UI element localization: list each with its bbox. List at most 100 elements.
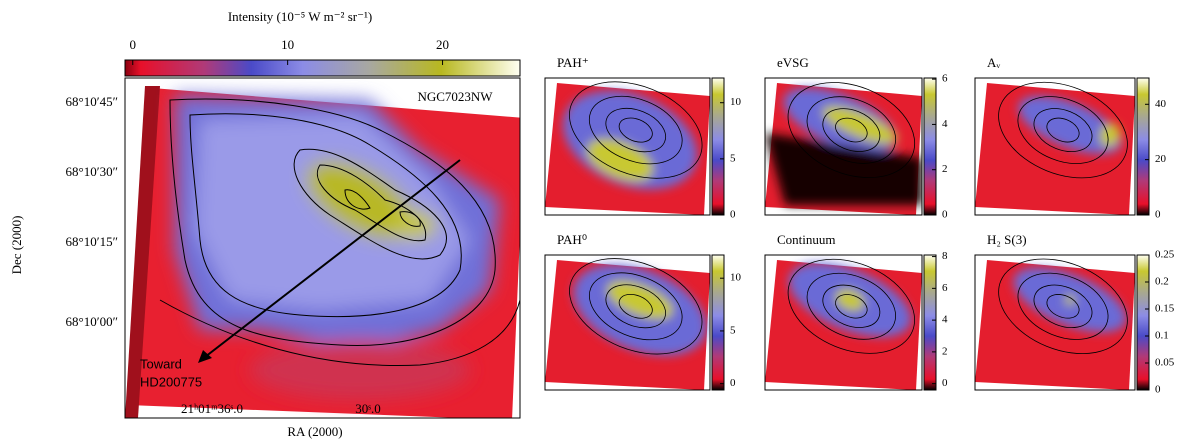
contour (588, 95, 683, 165)
colorbar-tick-label: 0 (942, 209, 948, 221)
colorbar-tick-label: 0.25 (1155, 249, 1175, 261)
colorbar-tick-label: 0.15 (1155, 303, 1175, 315)
arrow (204, 159, 461, 358)
panel-frame (974, 254, 1136, 391)
contour (806, 272, 897, 340)
contour (835, 117, 868, 143)
y-tick-label: 68°10′00″ (66, 314, 118, 329)
contours (998, 258, 1128, 355)
colorbar-label: Intensity (10⁻⁵ W m⁻² sr⁻¹) (228, 9, 372, 24)
panel-title: PAH⁺ (557, 55, 589, 70)
panel-frame (764, 254, 923, 391)
contours (787, 258, 915, 354)
colorbar-tick-label: 0 (1155, 384, 1161, 396)
colorbar-tick-label: 0.1 (1155, 330, 1169, 342)
panel-frame (544, 254, 711, 391)
contour (787, 258, 915, 354)
colorbar-tick-label: 2 (942, 345, 948, 357)
contour (569, 258, 703, 355)
blob (1099, 123, 1121, 147)
contours (569, 258, 703, 355)
panel-title: PAH⁰ (557, 232, 587, 247)
colorbar-tick-label: 6 (942, 282, 948, 294)
panels: PAH⁺0510eVSG0246Aᵥ02040PAH⁰0510Continuum… (544, 55, 1175, 396)
colorbar-tick-label: 0.05 (1155, 357, 1175, 369)
colorbar-tick-label: 2 (942, 163, 948, 175)
contour (605, 107, 666, 153)
contour (998, 258, 1128, 355)
panel-map (545, 78, 710, 215)
colorbar-tick-label: 6 (942, 73, 948, 85)
colorbar (124, 59, 521, 77)
contour (822, 284, 881, 328)
panel-title: H₂ S(3) (987, 232, 1027, 247)
panel-title: Continuum (777, 232, 836, 247)
annotation: NGC7023NW (417, 89, 493, 104)
contour (822, 108, 881, 152)
contour (569, 81, 703, 179)
panel-map (975, 78, 1135, 215)
colorbar (923, 77, 937, 216)
contour (1033, 108, 1093, 152)
map-blobs (1013, 267, 1127, 333)
contour (1017, 96, 1109, 164)
colorbar-tick-label: 10 (730, 272, 742, 284)
contour (1033, 284, 1093, 328)
arrow-label: HD200775 (140, 374, 202, 389)
colorbar (711, 254, 725, 391)
blob (822, 106, 898, 144)
main-frame (124, 77, 521, 419)
colorbar (1136, 254, 1150, 391)
blob (607, 280, 673, 320)
panel-map (765, 78, 922, 215)
colorbar (1136, 77, 1150, 216)
colorbar-tick-label: 40 (1155, 98, 1167, 110)
colorbar-tick-label: 5 (730, 152, 736, 164)
contour (835, 294, 868, 319)
colorbar-tick-label: 0.2 (1155, 276, 1169, 288)
colorbar-tick-label: 20 (1155, 153, 1167, 165)
colorbar-tick-label: 10 (730, 96, 742, 108)
contour (787, 82, 916, 179)
colorbar-tick-label: 0 (942, 377, 948, 389)
contour (588, 272, 683, 341)
contour (1046, 117, 1080, 143)
colorbar (923, 254, 937, 391)
contour (1017, 272, 1109, 340)
colorbar-tick-label: 4 (942, 314, 948, 326)
contour (605, 284, 666, 329)
contours (998, 81, 1128, 179)
panel-map (545, 255, 710, 390)
x-tick-label: 21ʰ01ᵐ36ˢ.0 (181, 401, 243, 416)
contour (618, 293, 653, 319)
main-map (125, 78, 520, 418)
colorbar-tick-label: 20 (436, 37, 449, 52)
y-tick-label: 68°10′30″ (66, 164, 118, 179)
colorbar-tick-label: 0 (129, 37, 136, 52)
y-axis-label: Dec (2000) (9, 216, 24, 275)
colorbar-tick-label: 0 (730, 377, 736, 389)
y-tick-label: 68°10′45″ (66, 94, 118, 109)
contours (787, 82, 916, 179)
x-axis-label: RA (2000) (287, 424, 342, 439)
colorbar-tick-label: 5 (730, 324, 736, 336)
colorbar-tick-label: 10 (281, 37, 294, 52)
colorbar-tick-label: 4 (942, 118, 948, 130)
map-blobs (573, 264, 707, 356)
arrow-label: Toward (140, 356, 182, 371)
panel-title: eVSG (777, 55, 809, 70)
panel-frame (544, 77, 711, 216)
colorbar-tick-label: 0 (730, 209, 736, 221)
arrow-head (198, 350, 212, 363)
panel-map (765, 255, 922, 390)
colorbar-tick-label: 0 (1155, 209, 1161, 221)
contour (806, 96, 897, 164)
contours (569, 81, 703, 179)
x-tick-label: 30ˢ.0 (355, 401, 381, 416)
colorbar (711, 77, 725, 216)
panel-frame (764, 77, 923, 216)
panel-title: Aᵥ (987, 55, 1000, 70)
y-tick-label: 68°10′15″ (66, 234, 118, 249)
blob (586, 138, 654, 182)
